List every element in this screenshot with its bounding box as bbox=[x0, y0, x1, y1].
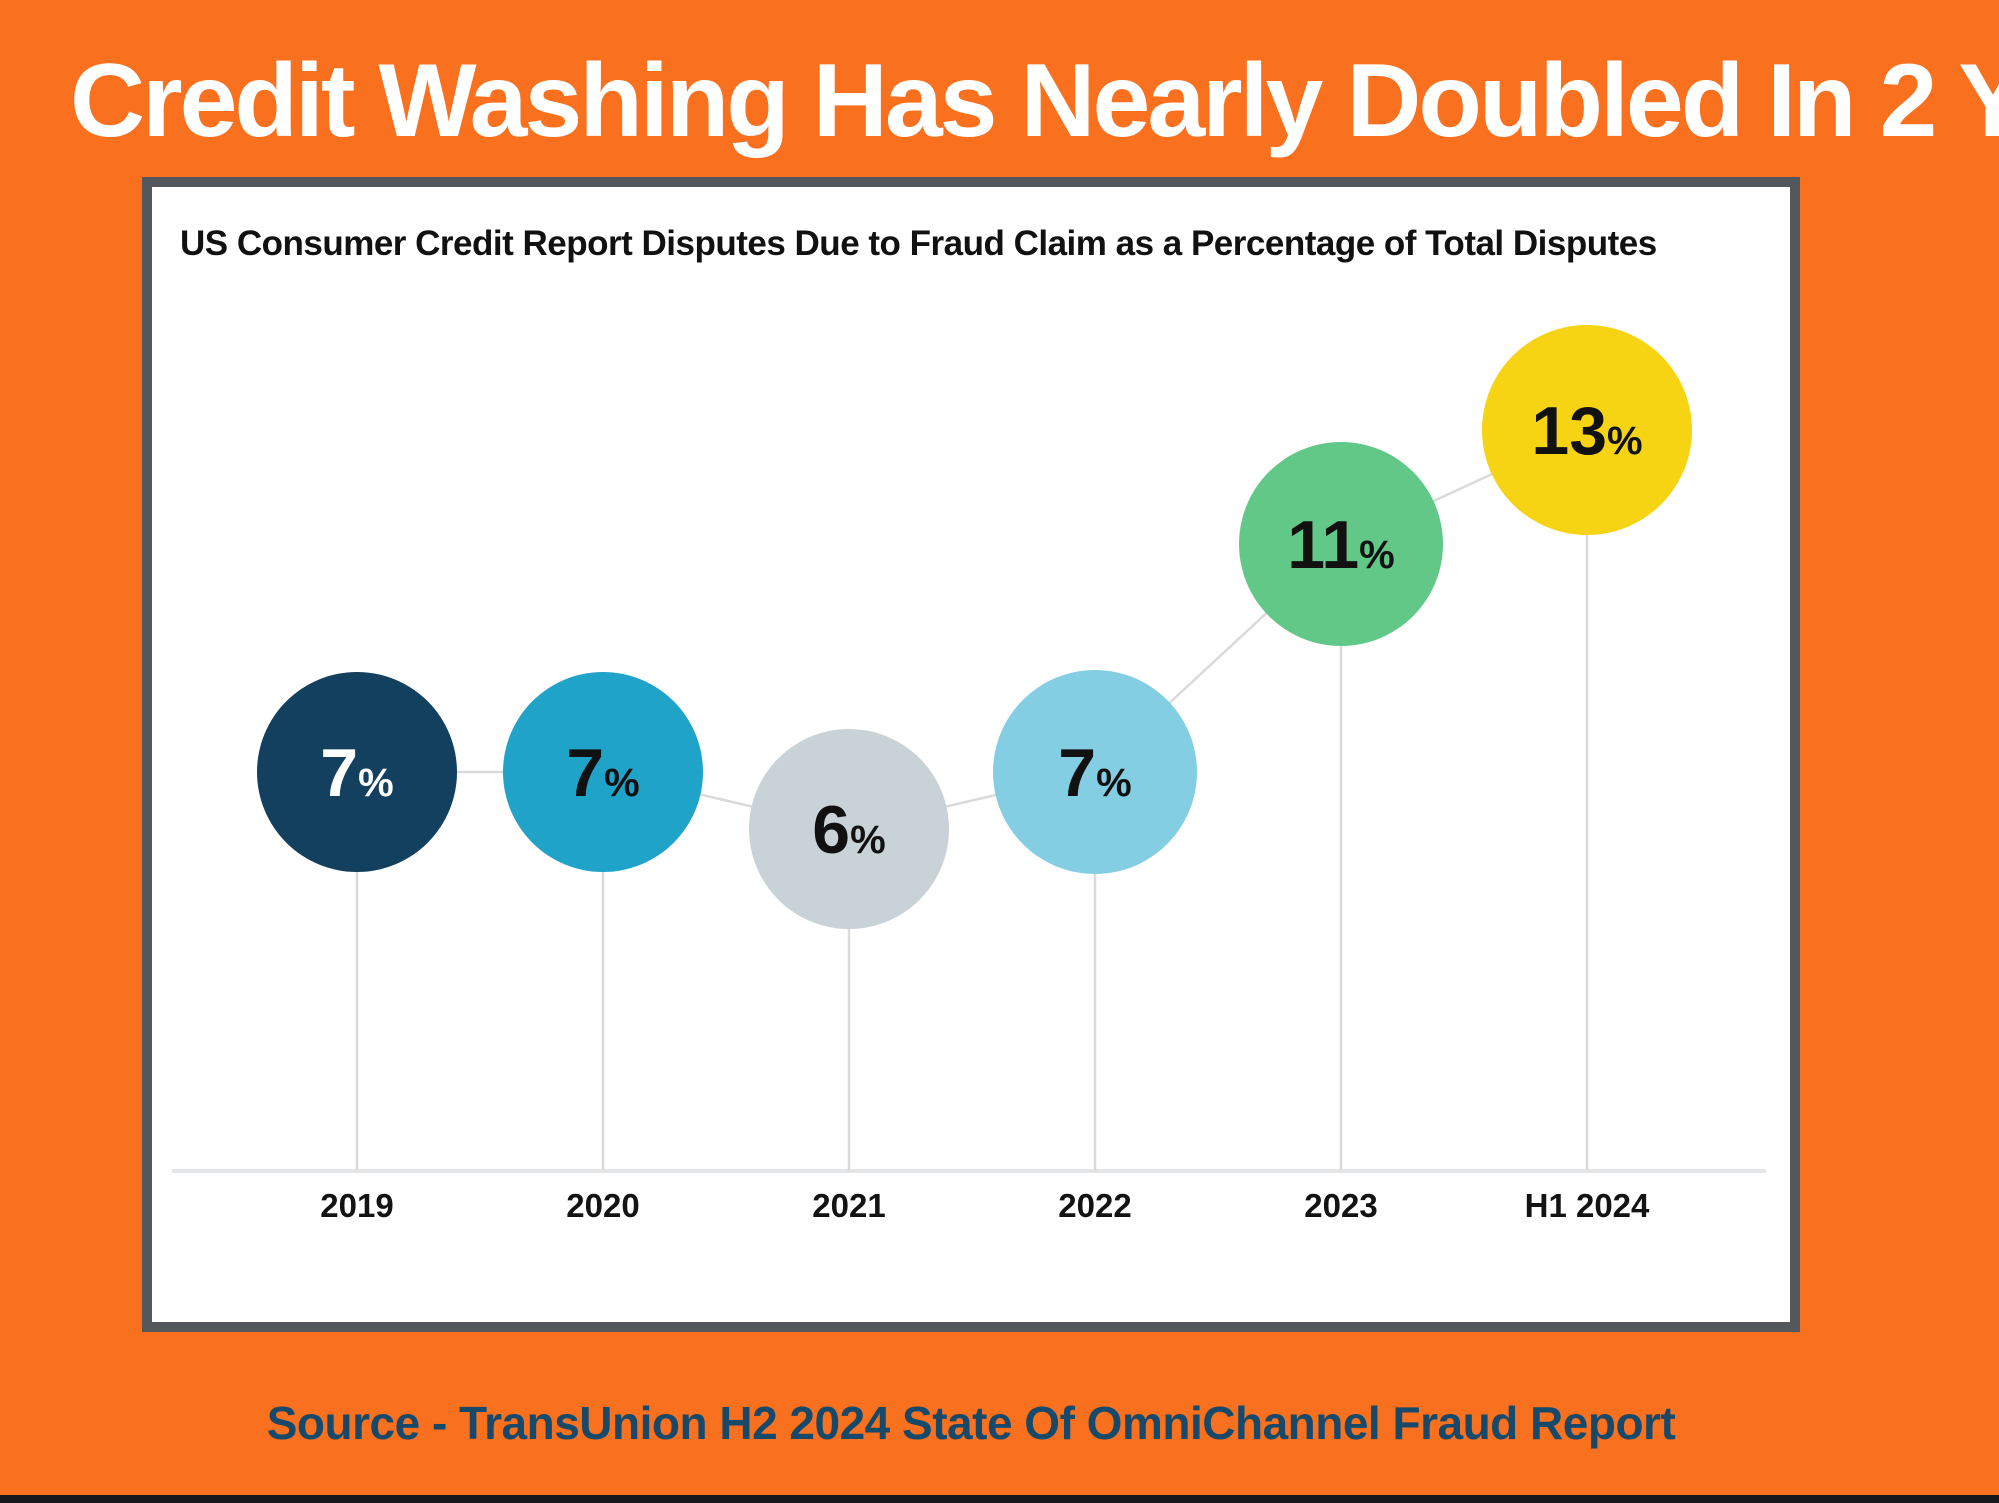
value-percent-sign: % bbox=[604, 761, 640, 805]
x-axis-label: 2022 bbox=[1058, 1187, 1131, 1224]
value-number: 7 bbox=[1058, 735, 1096, 811]
data-point-circle bbox=[1239, 442, 1443, 646]
data-point-value-label: 11% bbox=[1287, 507, 1394, 583]
page-title: Credit Washing Has Nearly Doubled In 2 Y… bbox=[70, 43, 1999, 159]
data-point-circle bbox=[993, 670, 1197, 874]
value-number: 13 bbox=[1531, 393, 1607, 469]
source-caption: Source - TransUnion H2 2024 State Of Omn… bbox=[266, 1397, 1676, 1449]
value-number: 6 bbox=[812, 792, 850, 868]
data-point-value-label: 7% bbox=[320, 735, 393, 811]
data-point-circle bbox=[503, 672, 703, 872]
x-axis-label: 2019 bbox=[320, 1187, 393, 1224]
value-percent-sign: % bbox=[1359, 533, 1395, 577]
x-axis-label: 2020 bbox=[566, 1187, 639, 1224]
value-percent-sign: % bbox=[850, 818, 886, 862]
data-point-value-label: 6% bbox=[812, 792, 885, 868]
value-percent-sign: % bbox=[358, 761, 394, 805]
data-point-value-label: 7% bbox=[1058, 735, 1131, 811]
x-axis-label: 2021 bbox=[812, 1187, 885, 1224]
x-axis-label: H1 2024 bbox=[1525, 1187, 1650, 1224]
data-point-circle bbox=[749, 729, 949, 929]
data-point-value-label: 13% bbox=[1531, 393, 1642, 469]
bottom-divider-bar bbox=[0, 1495, 1999, 1503]
value-number: 11 bbox=[1287, 507, 1359, 583]
chart-title: US Consumer Credit Report Disputes Due t… bbox=[180, 224, 1657, 263]
x-axis-label: 2023 bbox=[1304, 1187, 1377, 1224]
value-number: 7 bbox=[320, 735, 358, 811]
data-point-circle bbox=[257, 672, 457, 872]
data-point-circle bbox=[1482, 325, 1692, 535]
value-percent-sign: % bbox=[1096, 761, 1132, 805]
value-number: 7 bbox=[566, 735, 604, 811]
value-percent-sign: % bbox=[1607, 419, 1643, 463]
data-point-value-label: 7% bbox=[566, 735, 639, 811]
